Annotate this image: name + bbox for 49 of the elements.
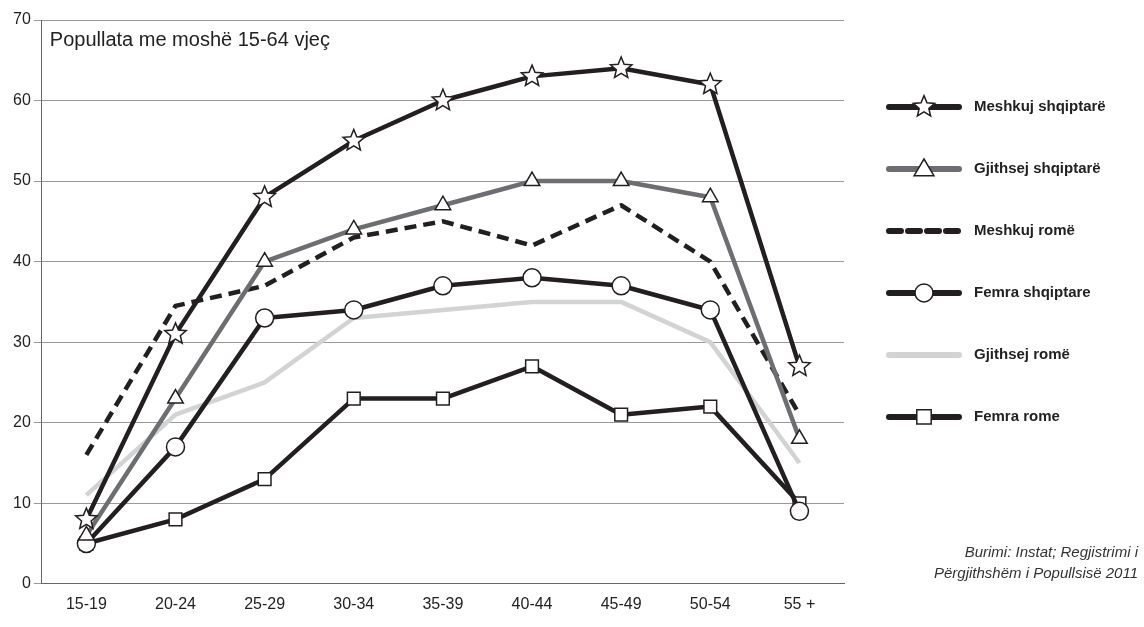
x-tick-label: 55 + xyxy=(783,594,816,612)
point xyxy=(703,399,718,414)
y-tick-label: 20 xyxy=(13,413,31,431)
y-tick-label: 10 xyxy=(13,493,31,511)
point xyxy=(165,437,186,457)
x-tick-label: 50-54 xyxy=(689,594,731,612)
y-tick-label: 50 xyxy=(13,171,31,189)
point xyxy=(522,267,542,288)
x-tick-label: 45-49 xyxy=(600,594,642,612)
point xyxy=(257,471,272,487)
point xyxy=(344,300,364,320)
point xyxy=(520,64,544,87)
point xyxy=(435,391,451,406)
point xyxy=(614,407,629,422)
point xyxy=(433,276,453,296)
y-tick-label: 70 xyxy=(13,10,31,28)
legend-label: Gjithsej shqiptarë xyxy=(974,159,1101,177)
point xyxy=(787,354,811,377)
y-tick-label: 0 xyxy=(21,574,31,592)
point xyxy=(700,300,721,320)
x-tick-label: 35-39 xyxy=(422,594,464,612)
x-tick-label: 15-19 xyxy=(65,594,107,612)
point xyxy=(789,501,810,522)
legend-label: Gjithsej romë xyxy=(974,345,1070,363)
x-tick-label: 20-24 xyxy=(155,594,197,612)
point xyxy=(346,391,361,406)
legend-label: Femra rome xyxy=(974,407,1060,425)
point xyxy=(74,507,98,530)
chart-title: Popullata me moshë 15-64 vjeç xyxy=(49,27,330,50)
legend-label: Meshkuj romë xyxy=(974,221,1075,239)
x-tick-label: 40-44 xyxy=(511,594,553,612)
point xyxy=(342,128,366,151)
legend-label: Femra shqiptare xyxy=(974,283,1091,301)
y-tick-label: 40 xyxy=(13,252,31,270)
legend-label: Meshkuj shqiptarë xyxy=(974,97,1106,115)
text: Burimi: Instat; Regjistrimi i Përgjithshëm i Popullsisë 2011 xyxy=(933,542,1138,583)
point xyxy=(611,276,631,296)
point xyxy=(524,359,540,374)
point xyxy=(253,185,277,208)
point xyxy=(164,322,187,344)
x-tick-label: 25-29 xyxy=(244,594,286,612)
point xyxy=(168,512,183,527)
point xyxy=(254,308,275,328)
point xyxy=(431,88,455,111)
y-tick-label: 60 xyxy=(13,90,31,108)
y-tick-label: 30 xyxy=(13,332,31,350)
point xyxy=(609,56,633,79)
x-tick-label: 30-34 xyxy=(333,594,375,612)
point xyxy=(698,72,722,95)
